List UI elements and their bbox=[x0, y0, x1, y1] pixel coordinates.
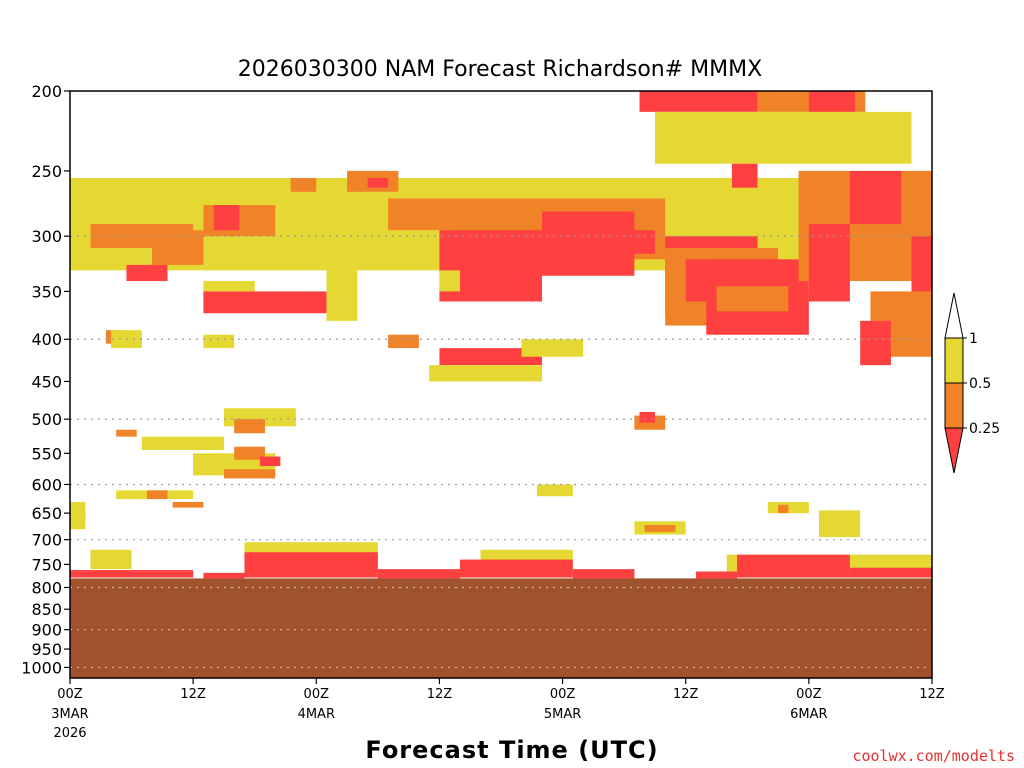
ri-cell-red bbox=[259, 456, 281, 467]
ri-cell-orange bbox=[716, 286, 789, 312]
ri-cell-orange bbox=[223, 469, 276, 479]
legend-swatch-bottom bbox=[944, 427, 964, 474]
y-tick-label: 300 bbox=[31, 227, 62, 246]
chart-title: 2026030300 NAM Forecast Richardson# MMMX bbox=[238, 57, 762, 82]
ri-cell-red bbox=[639, 411, 655, 423]
ri-cell-red bbox=[849, 170, 902, 225]
ri-cell-yellow bbox=[439, 270, 460, 292]
legend-swatch-top bbox=[944, 292, 964, 339]
ri-cell-red bbox=[849, 567, 932, 578]
y-tick-label: 250 bbox=[31, 162, 62, 181]
x-tick-year: 2026 bbox=[53, 726, 86, 741]
ri-cell-orange bbox=[290, 178, 317, 192]
legend-label: 1 bbox=[969, 331, 978, 347]
x-tick-date: 6MAR bbox=[790, 707, 827, 722]
ri-cell-yellow bbox=[203, 281, 255, 292]
ri-cell-red bbox=[70, 570, 194, 578]
x-tick-date: 3MAR bbox=[51, 707, 88, 722]
ri-cell-yellow bbox=[90, 549, 132, 570]
y-tick-label: 550 bbox=[31, 444, 62, 463]
y-tick-label: 1000 bbox=[21, 658, 62, 677]
ri-cell-yellow bbox=[521, 339, 584, 357]
ri-cell-red bbox=[731, 163, 758, 188]
x-tick-label: 12Z bbox=[919, 687, 945, 702]
ri-cell-red bbox=[860, 320, 891, 366]
legend-label: 0.5 bbox=[969, 376, 991, 392]
ri-cell-red bbox=[126, 264, 168, 282]
legend-swatch bbox=[944, 337, 964, 384]
x-axis: 00Z 3MAR 2026 12Z 00Z 4MAR 12Z 00Z 5MAR 12Z 00Z 6MA… bbox=[51, 678, 945, 741]
y-tick-label: 600 bbox=[31, 475, 62, 494]
y-axis: 200 250 300 350 400 450 500 550 600 650 700 750 800 8… bbox=[21, 82, 70, 677]
ri-cell-yellow bbox=[536, 484, 573, 497]
y-tick-label: 650 bbox=[31, 504, 62, 523]
y-tick-label: 350 bbox=[31, 282, 62, 301]
ri-cell-red bbox=[213, 205, 240, 231]
ri-cell-red bbox=[808, 224, 850, 302]
ri-cell-red bbox=[695, 571, 738, 579]
x-tick-label: 00Z bbox=[796, 687, 822, 702]
ri-cell-yellow bbox=[70, 501, 86, 530]
x-tick-label: 12Z bbox=[427, 687, 453, 702]
ri-cell-orange bbox=[388, 198, 450, 231]
ri-cell-red bbox=[367, 178, 389, 188]
ri-cell-orange bbox=[644, 525, 676, 532]
ri-cell-red bbox=[572, 569, 635, 579]
x-tick-date: 4MAR bbox=[298, 707, 335, 722]
ri-cell-red bbox=[639, 91, 758, 112]
ri-cell-red bbox=[244, 552, 378, 578]
y-tick-label: 950 bbox=[31, 640, 62, 659]
y-tick-label: 900 bbox=[31, 621, 62, 640]
ri-cell-yellow bbox=[819, 510, 861, 538]
y-tick-label: 500 bbox=[31, 410, 62, 429]
terrain-fill bbox=[70, 578, 932, 678]
ri-cell-yellow bbox=[654, 111, 912, 164]
y-tick-label: 750 bbox=[31, 555, 62, 574]
y-tick-label: 800 bbox=[31, 578, 62, 597]
x-axis-label: Forecast Time (UTC) bbox=[365, 736, 658, 764]
x-tick-label: 12Z bbox=[673, 687, 699, 702]
ri-cell-orange bbox=[778, 504, 789, 514]
ri-cell-red bbox=[377, 569, 460, 579]
ri-cell-orange bbox=[234, 446, 265, 460]
ri-cell-yellow bbox=[429, 365, 543, 382]
ri-cell-yellow bbox=[203, 334, 235, 349]
heatmap-cells bbox=[70, 91, 932, 579]
ri-cell-red bbox=[439, 348, 543, 366]
ri-cell-orange bbox=[172, 501, 204, 508]
ri-cell-yellow bbox=[326, 270, 358, 321]
y-tick-label: 850 bbox=[31, 600, 62, 619]
legend-label: 0.25 bbox=[969, 421, 1000, 437]
ri-cell-red bbox=[203, 572, 245, 579]
x-tick-label: 12Z bbox=[180, 687, 206, 702]
plot-area bbox=[69, 90, 933, 679]
ri-cell-red bbox=[808, 91, 856, 112]
ri-cell-red bbox=[911, 236, 932, 302]
ri-cell-yellow bbox=[141, 436, 224, 451]
plot-frame bbox=[69, 90, 933, 679]
y-tick-label: 400 bbox=[31, 330, 62, 349]
ri-cell-orange bbox=[146, 490, 168, 500]
y-tick-label: 450 bbox=[31, 372, 62, 391]
x-tick-label: 00Z bbox=[304, 687, 330, 702]
ri-cell-red bbox=[603, 230, 655, 254]
ri-cell-orange bbox=[152, 230, 204, 265]
legend-swatch bbox=[944, 382, 964, 429]
ri-cell-red bbox=[459, 559, 573, 578]
credit-text: coolwx.com/modelts bbox=[852, 747, 1015, 765]
legend: 1 0.5 0.25 bbox=[944, 292, 1000, 474]
y-tick-label: 700 bbox=[31, 531, 62, 550]
ri-cell-red bbox=[203, 291, 327, 314]
x-tick-date: 5MAR bbox=[544, 707, 581, 722]
ri-cell-orange bbox=[116, 429, 137, 437]
x-tick-label: 00Z bbox=[57, 687, 83, 702]
ri-cell-red bbox=[737, 554, 850, 578]
x-tick-label: 00Z bbox=[550, 687, 576, 702]
ri-cell-orange bbox=[388, 334, 419, 349]
ri-cell-orange bbox=[234, 419, 265, 434]
y-tick-label: 200 bbox=[31, 82, 62, 101]
